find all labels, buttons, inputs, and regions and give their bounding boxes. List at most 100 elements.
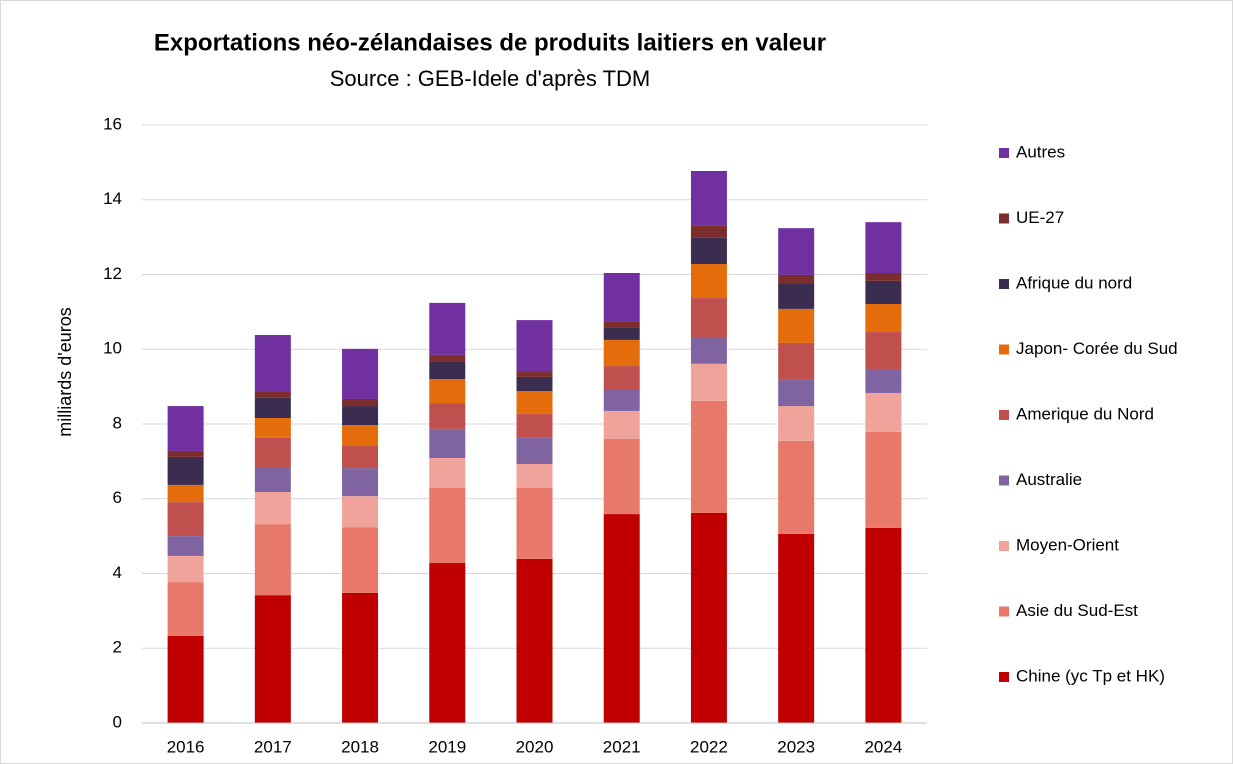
bar-segment: [342, 398, 379, 407]
x-tick-label: 2020: [516, 737, 554, 756]
bar-segment: [429, 403, 466, 429]
bar-segment: [865, 369, 902, 393]
bar-segment: [603, 410, 640, 439]
bar-segment: [342, 348, 379, 399]
y-tick-label: 2: [113, 638, 122, 657]
bar-segment: [167, 450, 204, 457]
y-tick-label: 0: [113, 712, 122, 731]
bar-segment: [778, 283, 815, 309]
bar-segment: [167, 635, 204, 723]
legend-swatch: [999, 672, 1009, 682]
x-tick-label: 2024: [864, 737, 902, 756]
bar-segment: [865, 280, 902, 305]
bar-segment: [690, 512, 727, 723]
bar-segment: [690, 170, 727, 226]
x-tick-label: 2019: [428, 737, 466, 756]
bar-segment: [167, 555, 204, 583]
x-tick-label: 2017: [254, 737, 292, 756]
bar-segment: [429, 302, 466, 355]
y-tick-label: 16: [103, 114, 122, 133]
bar-segment: [429, 563, 466, 723]
bar-segment: [429, 361, 466, 380]
bar-segment: [516, 413, 553, 438]
bar-segment: [167, 536, 204, 556]
bar-segment: [167, 582, 204, 636]
bar-segment: [516, 463, 553, 488]
x-tick-label: 2022: [690, 737, 728, 756]
bar-segment: [603, 339, 640, 367]
legend-swatch: [999, 475, 1009, 486]
chart-subtitle: Source : GEB-Idele d'après TDM: [330, 66, 650, 91]
bar-segment: [778, 533, 815, 723]
bar-segment: [516, 376, 553, 392]
bar-segment: [254, 437, 291, 467]
legend-label: Moyen-Orient: [1016, 535, 1119, 554]
bar-segment: [865, 431, 902, 528]
bar-segment: [167, 484, 204, 503]
y-axis-label: milliards d'euros: [55, 307, 75, 436]
bar-segment: [603, 366, 640, 390]
y-tick-label: 6: [113, 488, 122, 507]
bar-segment: [167, 456, 204, 485]
bar-segment: [603, 389, 640, 411]
bar-segment: [865, 222, 902, 274]
bar-segment: [690, 400, 727, 513]
bar-segment: [516, 487, 553, 559]
legend-swatch: [999, 410, 1009, 420]
bar-segment: [254, 524, 291, 596]
legend-label: Autres: [1016, 142, 1065, 161]
bar-segment: [865, 273, 902, 281]
bar-segment: [516, 372, 553, 377]
bar-segment: [516, 320, 553, 373]
legend-swatch: [999, 279, 1009, 289]
legend-label: Amerique du Nord: [1016, 404, 1154, 423]
bar-segment: [603, 273, 640, 322]
bar-segment: [778, 379, 815, 407]
bar-segment: [342, 468, 379, 497]
legend-label: Chine (yc Tp et HK): [1016, 666, 1165, 685]
bar-segment: [254, 391, 291, 398]
bar-segment: [603, 327, 640, 340]
bar-segment: [342, 527, 379, 593]
x-tick-label: 2018: [341, 737, 379, 756]
bar-segment: [342, 592, 379, 723]
x-tick-label: 2021: [603, 737, 641, 756]
bar-segment: [254, 397, 291, 419]
bar-segment: [778, 440, 815, 534]
legend-label: Australie: [1016, 470, 1082, 489]
bar-segment: [778, 308, 815, 343]
y-tick-label: 4: [113, 563, 122, 582]
bar-segment: [342, 406, 379, 426]
bar-segment: [254, 492, 291, 525]
bar-segment: [778, 228, 815, 275]
bar-segment: [690, 264, 727, 299]
bar-segment: [690, 298, 727, 339]
legend-swatch: [999, 606, 1009, 617]
bar-segment: [429, 354, 466, 362]
bar-segment: [254, 466, 291, 493]
y-tick-label: 10: [103, 339, 122, 358]
bar-segment: [167, 502, 204, 537]
bar-segment: [603, 438, 640, 515]
bar-segment: [342, 446, 379, 469]
chart-title: Exportations néo-zélandaises de produits…: [154, 29, 826, 56]
bar-segment: [865, 527, 902, 723]
legend-swatch: [999, 344, 1009, 355]
bar-segment: [516, 437, 553, 464]
bar-segment: [254, 418, 291, 438]
legend-label: Afrique du nord: [1016, 273, 1132, 292]
legend-label: Japon- Corée du Sud: [1016, 339, 1178, 358]
legend-swatch: [999, 148, 1009, 158]
bar-segment: [254, 335, 291, 392]
y-tick-label: 8: [113, 413, 122, 432]
bar-segment: [865, 392, 902, 432]
bar-segment: [690, 225, 727, 238]
bar-segment: [342, 425, 379, 447]
bar-segment: [778, 342, 815, 380]
legend-label: UE-27: [1016, 208, 1064, 227]
legend-swatch: [999, 541, 1009, 551]
bar-segment: [167, 406, 204, 451]
bar-segment: [429, 379, 466, 404]
bar-segment: [516, 558, 553, 723]
